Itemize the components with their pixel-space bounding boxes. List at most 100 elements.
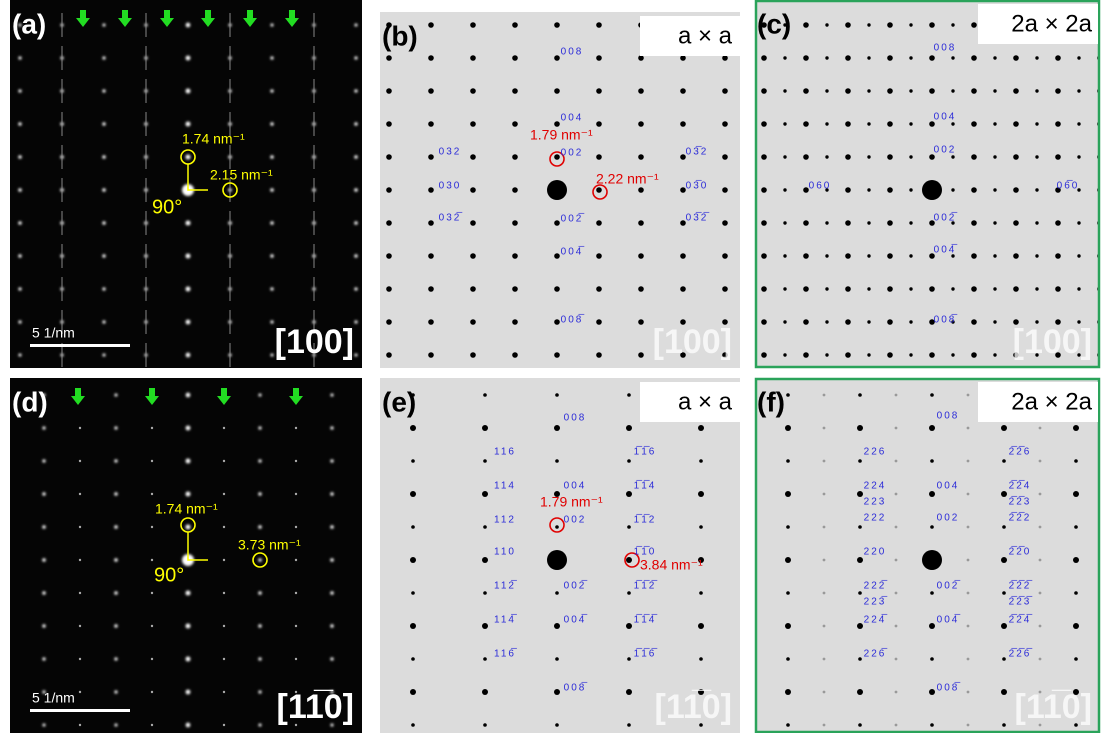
streak <box>229 79 231 103</box>
streak <box>61 244 63 268</box>
spot <box>185 656 191 662</box>
spot <box>512 253 518 259</box>
spot <box>512 22 518 28</box>
miller-index: 008 <box>937 411 960 422</box>
miller-index: 114̅ <box>494 614 517 626</box>
spot <box>722 88 728 94</box>
spot <box>786 723 790 727</box>
spot <box>185 524 191 530</box>
spot <box>185 22 191 28</box>
spot <box>1077 254 1081 258</box>
spot <box>1074 459 1078 463</box>
spot <box>680 121 686 127</box>
spot <box>554 352 560 358</box>
spot <box>1073 623 1079 629</box>
spot <box>951 287 955 291</box>
panel: (a) [100] 5 1/nm 1.74 nm⁻¹ 2.15 nm⁻¹ 90° <box>10 0 362 368</box>
spot <box>411 525 415 529</box>
spot <box>114 393 118 397</box>
streak <box>313 13 315 37</box>
miller-index: 002̅ <box>561 213 585 225</box>
spot <box>857 491 863 497</box>
spot <box>761 253 767 259</box>
miller-index: 112 <box>494 515 516 526</box>
spot <box>929 253 935 259</box>
spot <box>698 491 704 497</box>
spot <box>722 220 728 226</box>
spot <box>386 154 392 160</box>
spot <box>258 426 262 430</box>
zone-axis: [11̅0] <box>655 688 733 726</box>
spot <box>330 426 334 430</box>
spot <box>258 459 262 463</box>
spot <box>845 286 851 292</box>
spot <box>554 22 560 28</box>
spot-minor <box>294 690 298 694</box>
spot <box>102 23 106 27</box>
spot <box>761 319 767 325</box>
miller-index: 223̅ <box>864 596 888 608</box>
miller-index: 2̅2̅4̅ <box>1009 614 1033 626</box>
streak <box>145 343 147 367</box>
spot <box>993 287 997 291</box>
spot <box>858 393 862 397</box>
spot <box>783 188 787 192</box>
spot <box>680 154 686 160</box>
spot <box>270 56 274 60</box>
spot <box>930 723 934 727</box>
spot <box>596 319 602 325</box>
spot-ring <box>549 517 565 533</box>
spot <box>470 22 476 28</box>
spot <box>858 525 862 529</box>
spot <box>887 220 893 226</box>
spot-minor <box>367 493 369 495</box>
spot <box>185 286 191 292</box>
spot <box>887 319 893 325</box>
spot <box>330 525 334 529</box>
spot <box>354 188 358 192</box>
spot-minor <box>367 427 369 429</box>
spots <box>18 13 358 367</box>
spot <box>410 425 416 431</box>
spot <box>638 352 644 358</box>
spot <box>929 121 935 127</box>
spot <box>1002 591 1006 595</box>
zone-axis: [100] <box>275 323 354 361</box>
spot <box>102 254 106 258</box>
streak <box>313 145 315 169</box>
spot <box>555 525 559 529</box>
spot <box>993 221 997 225</box>
spot <box>42 459 46 463</box>
streak <box>229 145 231 169</box>
angle-mark <box>187 164 208 191</box>
spot <box>330 459 334 463</box>
spot <box>512 55 518 61</box>
scale-bar-label: 5 1/nm <box>32 325 75 341</box>
panel-bg <box>10 0 362 368</box>
spot <box>114 690 118 694</box>
spot <box>680 286 686 292</box>
spot <box>971 22 977 28</box>
spot-minor <box>894 426 898 430</box>
spot <box>971 286 977 292</box>
spot <box>825 287 829 291</box>
spot <box>185 55 191 61</box>
spot <box>786 657 790 661</box>
streak <box>229 112 231 136</box>
miller-index: 114 <box>494 481 516 492</box>
spot <box>930 459 934 463</box>
spot <box>596 121 602 127</box>
spot <box>825 155 829 159</box>
spot <box>554 491 560 497</box>
spot <box>1013 319 1019 325</box>
spot <box>803 121 809 127</box>
spot <box>951 89 955 93</box>
spot <box>803 22 809 28</box>
spot <box>951 320 955 324</box>
spot <box>1055 319 1061 325</box>
spot <box>42 525 46 529</box>
spot <box>761 154 767 160</box>
miller-index: 1̅1̅6 <box>634 446 657 458</box>
spot <box>845 253 851 259</box>
spot-minor <box>294 525 298 529</box>
